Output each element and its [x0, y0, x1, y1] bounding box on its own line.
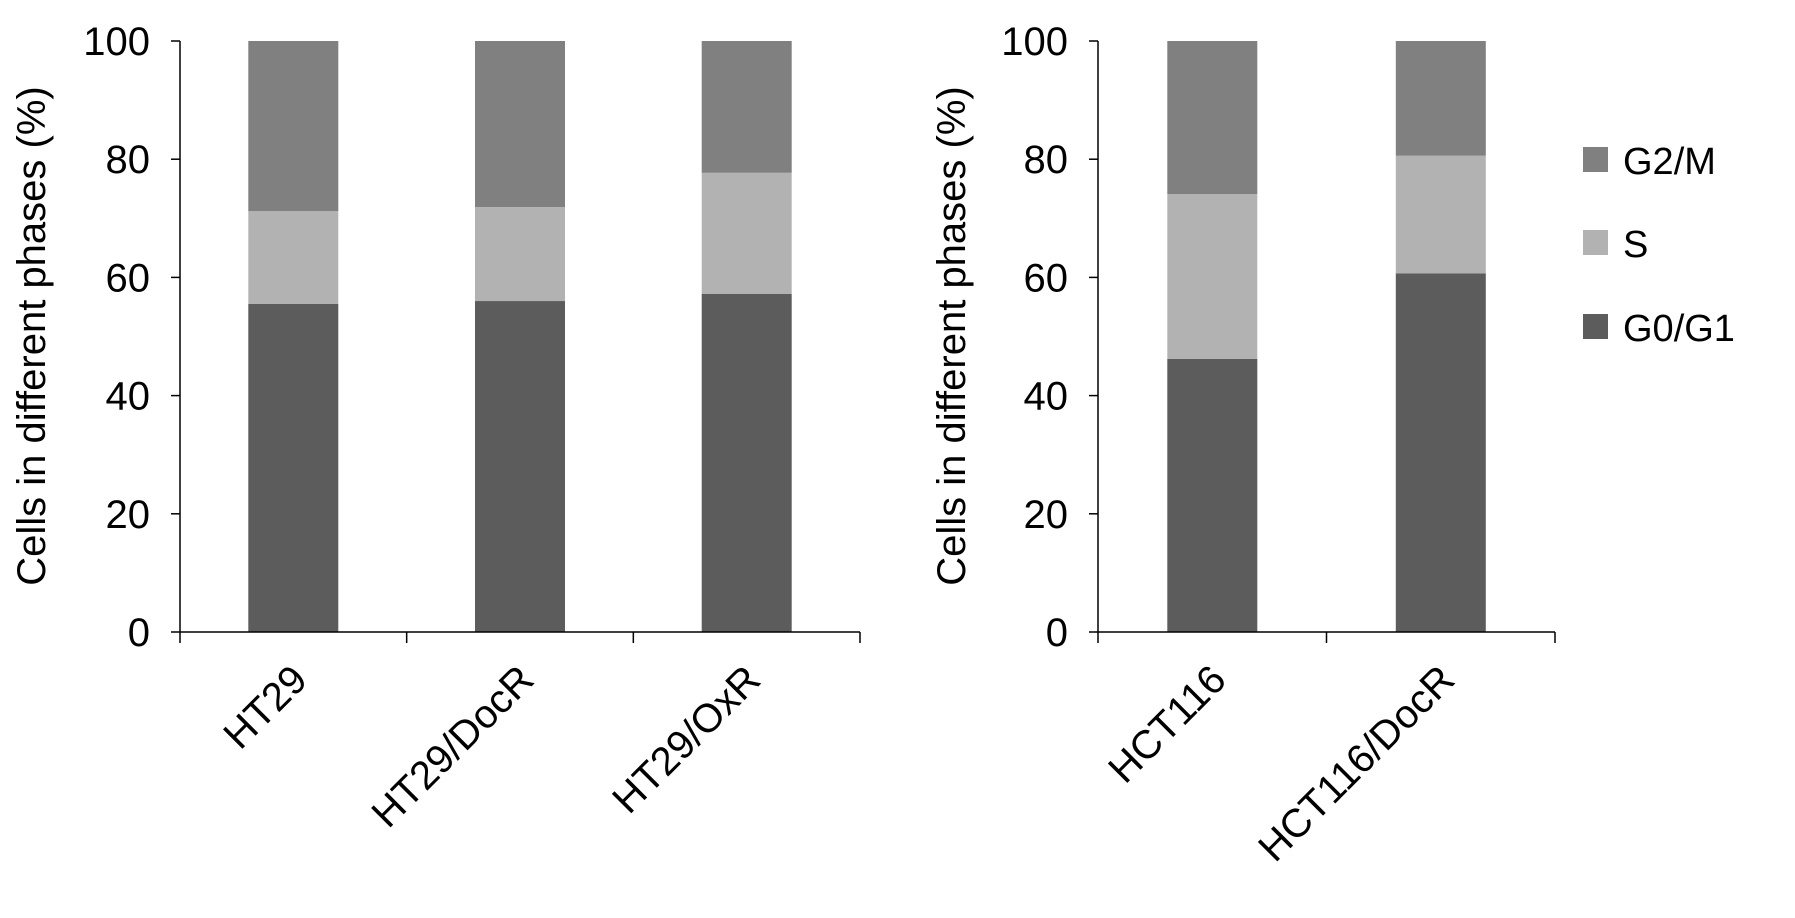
category-label: HT29	[215, 657, 315, 757]
bar-segment	[701, 41, 792, 173]
y-tick-label: 20	[1024, 493, 1069, 537]
bar-segment	[701, 172, 792, 294]
category-label: HCT116	[1100, 657, 1234, 791]
y-tick-label: 100	[83, 20, 150, 64]
category-label: HCT116/DocR	[1250, 657, 1463, 870]
y-tick-label: 40	[1024, 375, 1069, 419]
y-tick-label: 60	[106, 256, 151, 300]
legend-label: G0/G1	[1623, 308, 1735, 350]
bar-segment	[1395, 155, 1486, 274]
y-tick-label: 20	[106, 493, 151, 537]
bar-segment	[248, 211, 339, 304]
bar-segment	[1395, 41, 1486, 156]
bar-segment	[475, 41, 565, 208]
y-tick-label: 40	[106, 375, 151, 419]
bar-segment	[1167, 194, 1258, 359]
legend-label: S	[1623, 224, 1648, 266]
legend-swatch	[1583, 147, 1608, 172]
chart-right: 0 20 40 60 80 100 HCT116 HCT116/DocR Cells in di…	[930, 20, 1556, 870]
y-tick-label: 60	[1024, 256, 1069, 300]
bar-segment	[1167, 41, 1258, 195]
bar-segment	[701, 293, 792, 632]
category-label: HT29/OxR	[604, 657, 769, 822]
bar-segment	[248, 304, 339, 632]
y-tick-label: 0	[128, 611, 150, 655]
category-label: HT29/DocR	[363, 657, 542, 836]
legend-label: G2/M	[1623, 141, 1716, 183]
legend-swatch	[1583, 314, 1608, 339]
legend-swatch	[1583, 230, 1608, 255]
bar-segment	[1167, 359, 1258, 632]
y-tick-label: 100	[1001, 20, 1068, 64]
bar-segment	[475, 207, 565, 302]
bar-segment	[475, 301, 565, 632]
y-axis-title: Cells in different phases (%)	[930, 86, 974, 586]
chart-left: 0 20 40 60 80 100 HT29 HT29/DocR HT29/OxR Cells i…	[10, 20, 861, 836]
y-tick-label: 80	[1024, 138, 1069, 182]
bar-segment	[248, 41, 339, 212]
y-tick-label: 80	[106, 138, 151, 182]
bar-segment	[1395, 273, 1486, 632]
y-axis-title: Cells in different phases (%)	[10, 86, 54, 586]
y-tick-label: 0	[1046, 611, 1068, 655]
legend: G2/M S G0/G1	[1583, 141, 1735, 350]
